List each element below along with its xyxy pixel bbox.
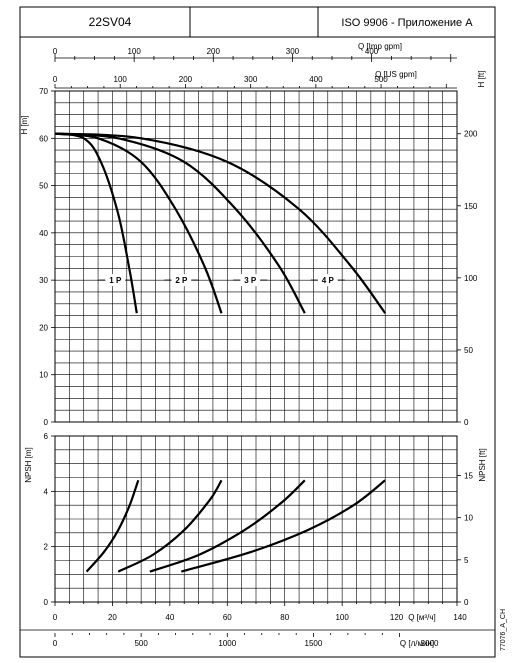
npsh-y-axis-right-title: NPSH [ft] [478,448,487,481]
head-y-right-tick-label: 200 [464,130,478,139]
head-y-tick-label: 10 [39,371,48,380]
chart-outer-frame [19,36,496,658]
npsh-y-right-tick-label: 5 [464,556,469,565]
lmin-tick-label: 500 [134,639,148,648]
curve-label-1p: 1 P [109,276,122,285]
curve-label-bg [240,274,261,287]
header-standard: ISO 9906 - Приложение A [341,17,473,29]
side-code: 77076_A_CH [500,609,507,651]
npsh-curve-4p [180,479,386,573]
m3h-tick-label: 100 [335,613,349,622]
npsh-y-right-tick-label: 15 [464,472,473,481]
us-gpm-tick-label: 400 [309,75,323,84]
head-curve-4p [54,132,387,314]
m3h-tick-label: 0 [53,613,58,622]
us-gpm-tick-label: 300 [244,75,258,84]
imp-gpm-tick-label: 0 [53,47,58,56]
head-y-axis-right-title: H [ft] [477,71,486,88]
head-curve-2p [54,132,223,314]
head-y-tick-label: 30 [39,276,48,285]
header-model: 22SV04 [89,15,132,29]
head-y-tick-label: 0 [44,418,49,427]
imp-gpm-tick-label: 100 [127,47,141,56]
head-y-tick-label: 70 [39,87,48,96]
imp-gpm-tick-label: 400 [365,47,379,56]
npsh-curves [85,479,386,573]
npsh-curve-2p [117,479,223,573]
us-gpm-tick-label: 0 [53,75,58,84]
head-grid [55,91,457,422]
curve-label-3p: 3 P [244,276,257,285]
head-y-right-tick-label: 50 [464,346,473,355]
npsh-plot-frame [54,435,458,603]
head-y-tick-label: 40 [39,229,48,238]
head-y-right-tick-label: 100 [464,274,478,283]
npsh-y-axis-title: NPSH [m] [24,447,33,483]
imp-gpm-tick-label: 300 [286,47,300,56]
head-y-tick-label: 20 [39,323,48,332]
us-gpm-tick-label: 500 [374,75,388,84]
bottom-axis-m3h-title: Q [м³/ч] [408,613,435,622]
imp-gpm-tick-label: 200 [207,47,221,56]
top-axis-us-title: Q [US gpm] [375,70,417,79]
curve-label-bg [171,274,192,287]
head-curve-3p [54,132,306,314]
us-gpm-tick-label: 200 [179,75,193,84]
head-curve-labels: 1 P 2 P 3 P 4 P [98,274,345,287]
us-gpm-tick-label: 100 [114,75,128,84]
curve-label-2p: 2 P [175,276,188,285]
lmin-tick-label: 0 [53,639,58,648]
lmin-tick-label: 1500 [305,639,323,648]
curve-label-4p: 4 P [322,276,335,285]
npsh-y-tick-label: 2 [44,543,49,552]
npsh-y-right-tick-label: 10 [464,514,473,523]
m3h-tick-label: 20 [108,613,117,622]
npsh-y-right-tick-label: 0 [464,598,469,607]
head-y-axis-title: H [m] [20,115,29,134]
head-y-tick-label: 60 [39,134,48,143]
m3h-tick-label: 120 [390,613,404,622]
top-axis-imp-title: Q [Imp gpm] [358,42,402,51]
head-y-right-tick-label: 150 [464,202,478,211]
npsh-grid [55,436,457,602]
head-plot-frame [54,90,458,423]
npsh-y-tick-label: 4 [44,487,49,496]
npsh-y-tick-label: 6 [44,432,49,441]
m3h-tick-label: 40 [165,613,174,622]
m3h-tick-label: 60 [223,613,232,622]
curve-label-bg [105,274,126,287]
m3h-tick-label: 140 [453,613,467,622]
curve-label-bg [317,274,338,287]
npsh-curve-1p [85,479,140,573]
lmin-tick-label: 2000 [421,639,439,648]
npsh-y-tick-label: 0 [44,598,49,607]
bottom-axis-lmin-title: Q [л/мин] [400,639,434,648]
lmin-tick-label: 1000 [218,639,236,648]
m3h-tick-label: 80 [280,613,289,622]
head-curves [54,132,387,314]
head-y-tick-label: 50 [39,182,48,191]
head-y-right-tick-label: 0 [464,418,469,427]
header-bar: 22SV04 ISO 9906 - Приложение A [19,6,496,38]
head-curve-1p [54,132,138,314]
npsh-curve-3p [149,479,306,573]
